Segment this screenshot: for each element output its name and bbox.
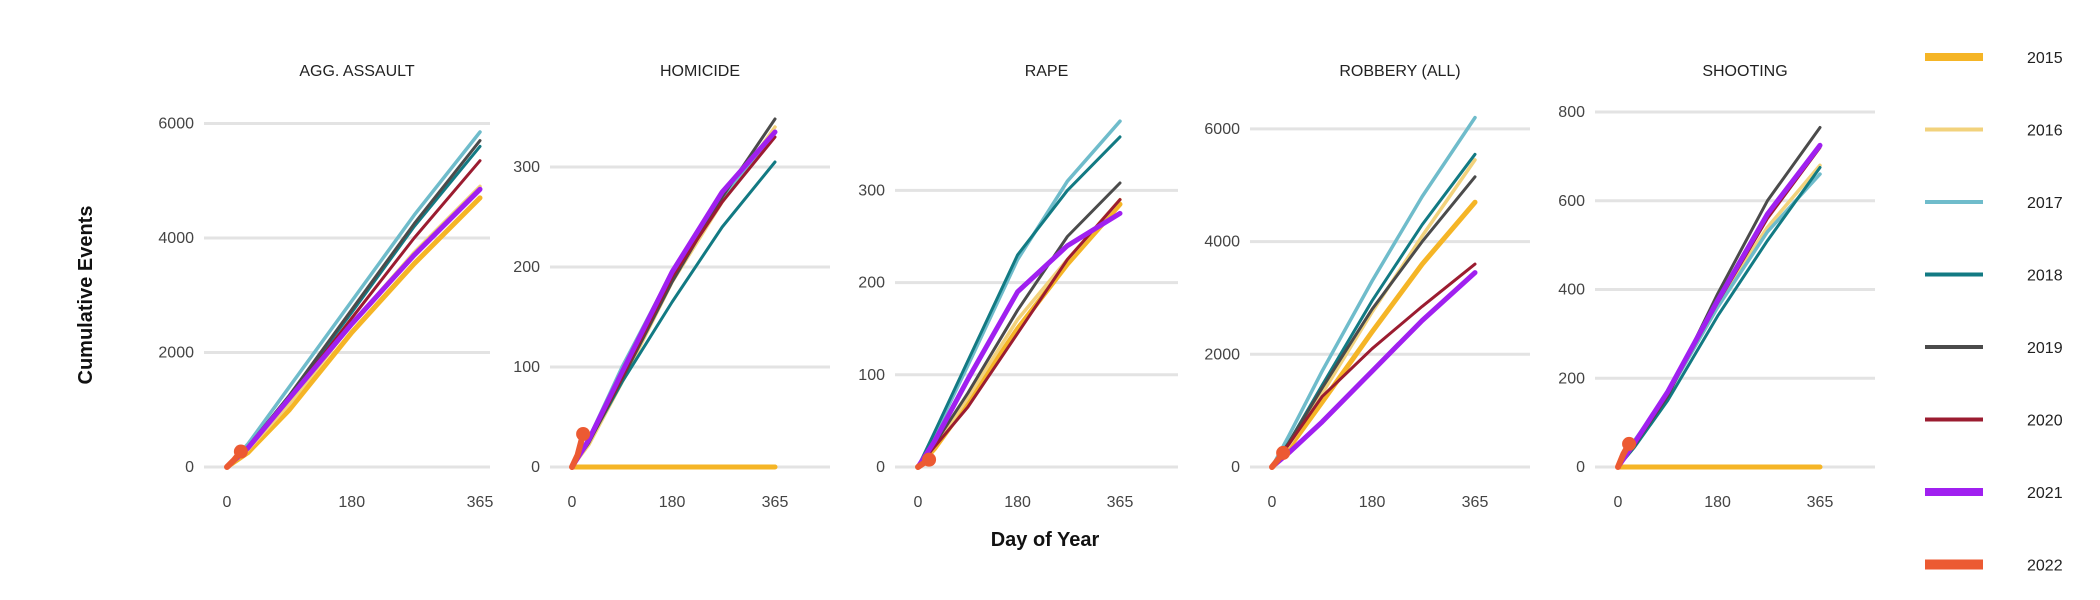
legend-item-2017: 2017 bbox=[1925, 195, 2063, 212]
series-line-2022 bbox=[569, 431, 587, 470]
x-tick-label: 180 bbox=[1359, 494, 1386, 511]
series-line-2020 bbox=[1270, 262, 1477, 469]
panel-shooting: SHOOTING 0 200 400 600 800 0 180 365 bbox=[1558, 63, 1875, 511]
x-axis-title: Day of Year bbox=[991, 529, 1100, 551]
y-tick-label: 600 bbox=[1558, 193, 1585, 210]
legend-item-2016: 2016 bbox=[1925, 123, 2063, 140]
panel-title: SHOOTING bbox=[1702, 63, 1787, 80]
y-tick-label: 200 bbox=[1558, 370, 1585, 387]
legend-item-2018: 2018 bbox=[1925, 268, 2063, 285]
y-tick-label: 6000 bbox=[1204, 121, 1240, 138]
panel-robbery-all: ROBBERY (ALL) 0 2000 4000 6000 0 180 365 bbox=[1204, 63, 1530, 511]
x-tick-label: 365 bbox=[1107, 494, 1134, 511]
x-tick-label: 365 bbox=[1462, 494, 1489, 511]
panel-title: ROBBERY (ALL) bbox=[1339, 63, 1460, 80]
legend-item-2020: 2020 bbox=[1925, 413, 2063, 430]
series-endpoint-2022 bbox=[576, 427, 591, 441]
y-tick-label: 2000 bbox=[1204, 346, 1240, 363]
legend-label: 2020 bbox=[2027, 413, 2063, 430]
x-tick-label: 365 bbox=[467, 494, 494, 511]
x-tick-label: 365 bbox=[1807, 494, 1834, 511]
y-tick-label: 0 bbox=[1231, 459, 1240, 476]
y-tick-label: 0 bbox=[531, 459, 540, 476]
y-tick-label: 200 bbox=[858, 275, 885, 292]
y-tick-label: 300 bbox=[858, 182, 885, 199]
panel-title: AGG. ASSAULT bbox=[299, 63, 415, 80]
y-tick-label: 300 bbox=[513, 159, 540, 176]
panel-title: RAPE bbox=[1025, 63, 1069, 80]
y-tick-label: 400 bbox=[1558, 282, 1585, 299]
x-tick-label: 180 bbox=[659, 494, 686, 511]
series-line-2021 bbox=[915, 210, 1123, 470]
panel-title: HOMICIDE bbox=[660, 63, 740, 80]
x-tick-label: 365 bbox=[762, 494, 789, 511]
series-endpoint-2022 bbox=[1276, 445, 1291, 460]
legend-item-2019: 2019 bbox=[1925, 340, 2063, 357]
panel-homicide: HOMICIDE 0 100 200 300 0 180 365 bbox=[513, 63, 830, 511]
legend-item-2015: 2015 bbox=[1925, 50, 2063, 67]
y-tick-label: 100 bbox=[858, 367, 885, 384]
legend-label: 2018 bbox=[2027, 268, 2063, 285]
y-tick-label: 200 bbox=[513, 259, 540, 276]
series-line-2017 bbox=[225, 130, 482, 469]
x-tick-label: 180 bbox=[338, 494, 365, 511]
series-endpoint-2022 bbox=[233, 444, 248, 459]
y-tick-label: 0 bbox=[185, 459, 194, 476]
series-line-2018 bbox=[916, 135, 1122, 469]
y-tick-label: 4000 bbox=[158, 230, 194, 247]
series-line-2021 bbox=[569, 129, 778, 470]
y-tick-label: 800 bbox=[1558, 104, 1585, 121]
legend-label: 2017 bbox=[2027, 195, 2063, 212]
y-tick-label: 4000 bbox=[1204, 234, 1240, 251]
y-axis-title: Cumulative Events bbox=[75, 206, 97, 385]
x-tick-label: 0 bbox=[568, 494, 577, 511]
x-tick-label: 0 bbox=[1268, 494, 1277, 511]
x-tick-label: 0 bbox=[914, 494, 923, 511]
y-tick-label: 0 bbox=[1576, 459, 1585, 476]
panel-agg-assault: AGG. ASSAULT 0 2000 4000 6000 0 180 365 bbox=[158, 63, 493, 511]
legend-label: 2019 bbox=[2027, 340, 2063, 357]
legend-label: 2021 bbox=[2027, 485, 2063, 502]
series-line-2017 bbox=[1270, 115, 1477, 469]
legend-label: 2015 bbox=[2027, 50, 2063, 67]
x-tick-label: 0 bbox=[223, 494, 232, 511]
y-tick-label: 0 bbox=[876, 459, 885, 476]
y-tick-label: 100 bbox=[513, 359, 540, 376]
x-tick-label: 180 bbox=[1004, 494, 1031, 511]
legend-label: 2022 bbox=[2027, 558, 2063, 575]
y-tick-label: 2000 bbox=[158, 344, 194, 361]
panel-rape: RAPE 0 100 200 300 0 180 365 bbox=[858, 63, 1178, 511]
x-tick-label: 180 bbox=[1704, 494, 1731, 511]
legend-item-2021: 2021 bbox=[1925, 485, 2063, 502]
series-line-2021 bbox=[1269, 270, 1478, 470]
x-tick-label: 0 bbox=[1614, 494, 1623, 511]
legend: 2015 2016 2017 2018 2019 2020 2021 2022 bbox=[1925, 50, 2063, 575]
series-endpoint-2022 bbox=[1622, 436, 1637, 451]
series-endpoint-2022 bbox=[922, 452, 937, 467]
legend-label: 2016 bbox=[2027, 123, 2063, 140]
y-tick-label: 6000 bbox=[158, 115, 194, 132]
legend-item-2022: 2022 bbox=[1925, 558, 2063, 575]
